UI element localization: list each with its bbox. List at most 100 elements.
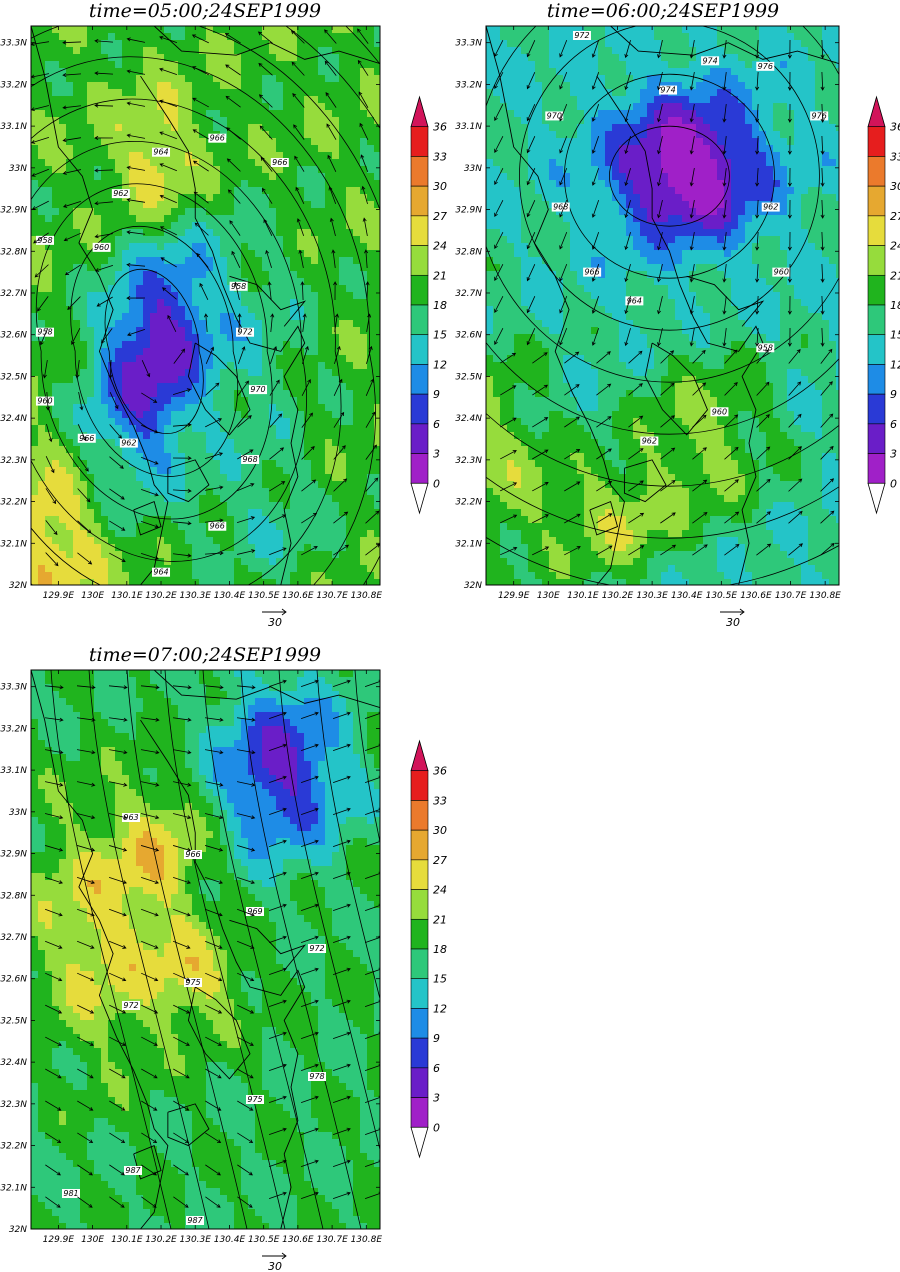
wind-vector (300, 1031, 319, 1040)
colorbar-segment (867, 393, 886, 425)
coast-segment (589, 500, 619, 536)
wind-vector (365, 411, 376, 428)
isobar-label-box (36, 327, 54, 337)
wind-vector (591, 231, 600, 250)
wind-vector (269, 346, 278, 365)
wind-vector (194, 222, 209, 236)
y-tick-label: 33.2N (455, 80, 482, 90)
wind-vector (724, 511, 740, 524)
wind-vector (327, 154, 337, 172)
wind-vector (300, 1127, 319, 1136)
wind-vector (159, 67, 178, 76)
wind-vector (204, 518, 224, 523)
colorbar-label: 0 (433, 477, 440, 490)
wind-vector (300, 807, 319, 816)
wind-vector (231, 250, 241, 268)
reference-vector-label: 30 (726, 616, 740, 629)
isobar-label: 974 (702, 56, 717, 65)
wind-vector (689, 135, 695, 155)
isobar-label-box (208, 133, 227, 143)
wind-vector (140, 908, 159, 917)
wind-vector (333, 511, 349, 524)
wind-speed-shading (31, 26, 380, 585)
isobar-label-box (152, 147, 171, 157)
coastline (31, 26, 380, 585)
wind-vector (596, 383, 612, 396)
wind-vector (657, 327, 663, 347)
y-tick-label: 32N (9, 581, 27, 591)
wind-vector (300, 1159, 319, 1168)
wind-vector (332, 999, 351, 1008)
wind-vector (333, 378, 343, 396)
reference-vector-label: 30 (268, 1260, 282, 1272)
wind-vector (591, 167, 600, 186)
wind-vector (141, 1068, 158, 1079)
colorbar-segment (410, 1067, 429, 1098)
isobar-label-box (246, 907, 264, 916)
y-tick-label: 32.8N (455, 247, 482, 257)
wind-vector (820, 413, 834, 428)
wind-vector (108, 813, 128, 820)
isobar-line (486, 341, 839, 435)
wind-vector (159, 163, 178, 172)
wind-vector (127, 328, 146, 337)
y-tick-label: 33N (464, 164, 482, 174)
wind-vector (196, 252, 209, 268)
wind-vector (126, 69, 146, 75)
wind-vector (172, 553, 192, 558)
wind-vector (788, 413, 802, 428)
wind-vector (126, 230, 146, 235)
isobar-label: 976 (812, 111, 827, 120)
wind-vector (755, 295, 760, 315)
wind-vector (591, 199, 600, 218)
wind-vector (559, 167, 568, 186)
wind-vector (333, 478, 348, 492)
wind-vector (366, 313, 372, 333)
wind-vector (301, 412, 313, 428)
wind-vector (362, 217, 368, 237)
wind-vector (205, 1036, 222, 1046)
wind-vector (660, 480, 676, 492)
wind-vector (300, 711, 319, 720)
wind-vector (236, 516, 256, 523)
wind-vector (77, 1196, 93, 1208)
wind-vector (657, 71, 663, 91)
reference-arrow (262, 1252, 287, 1260)
wind-vector (237, 483, 255, 492)
wind-vector (227, 189, 241, 204)
wind-vector (660, 544, 677, 556)
coast-segment (153, 26, 380, 64)
wind-vector (172, 456, 192, 461)
isobar-label: 966 (79, 434, 94, 443)
wind-vector (532, 481, 549, 492)
wind-vector (205, 346, 215, 364)
wind-vector (526, 40, 536, 58)
wind-vector (236, 876, 255, 885)
wind-vector (76, 845, 96, 852)
wind-vector (101, 328, 113, 344)
wind-vector (77, 1132, 94, 1144)
wind-vector (596, 448, 612, 460)
colorbar-label: 3 (433, 1092, 440, 1105)
wind-vector (31, 168, 50, 177)
wind-vector (300, 679, 319, 688)
coast-segment (31, 670, 169, 1229)
x-tick-label: 130.5E (248, 591, 280, 601)
isobar-label-box (246, 1095, 264, 1104)
wind-vector (787, 199, 792, 219)
wind-vector (172, 422, 192, 427)
wind-vector (268, 871, 287, 880)
wind-vector (788, 478, 803, 492)
x-tick-label: 129.9E (43, 1235, 75, 1245)
wind-vector (172, 813, 192, 820)
wind-vector (788, 510, 803, 524)
wind-vector (109, 1068, 126, 1079)
wind-vector (268, 679, 287, 688)
wind-vector (291, 61, 305, 76)
isobar-label: 968 (242, 455, 257, 464)
isobar-label: 966 (272, 158, 287, 167)
wind-vector (787, 295, 792, 315)
wind-vector (820, 167, 825, 187)
wind-vector (559, 295, 568, 314)
wind-vector (787, 231, 792, 251)
